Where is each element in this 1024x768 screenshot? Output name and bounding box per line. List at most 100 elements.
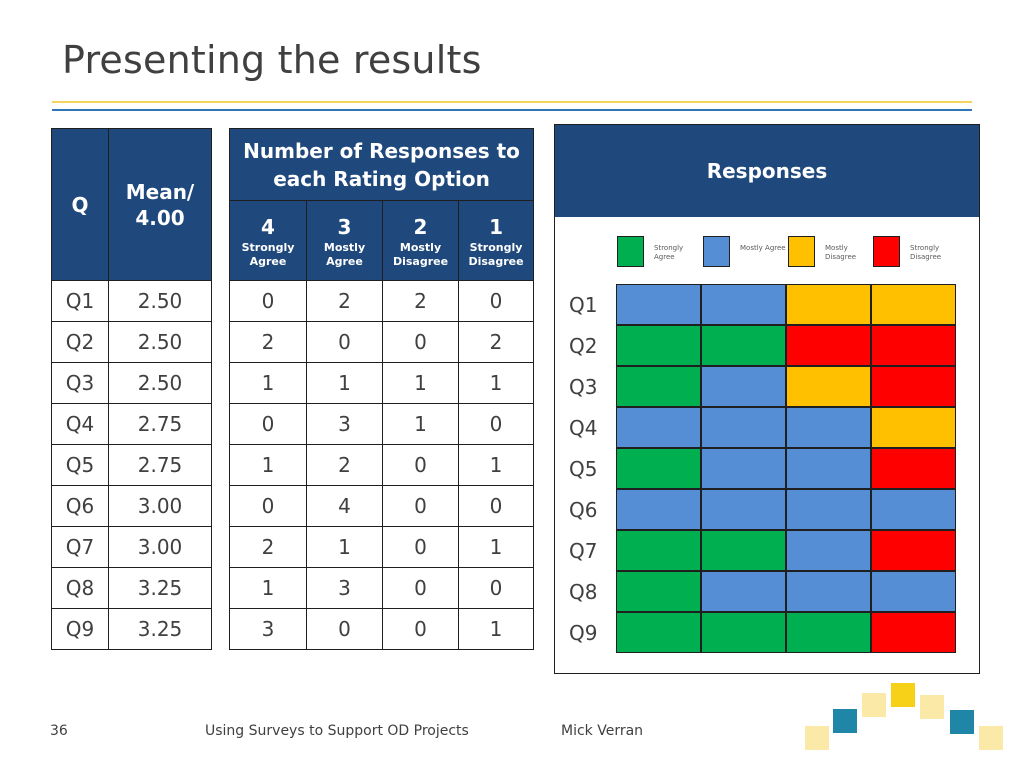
response-cell [701,448,786,489]
response-cell [616,489,701,530]
legend-label: Mostly Agree [740,244,786,252]
response-row-label: Q9 [569,621,598,645]
question-id: Q6 [51,485,109,527]
response-count: 0 [457,485,535,527]
response-cell [701,612,786,653]
response-cell [871,366,956,407]
response-count: 0 [382,485,459,527]
question-id: Q1 [51,280,109,322]
response-count: 0 [229,403,307,445]
title-divider-blue [52,109,972,111]
response-cell [871,407,956,448]
mean-table-body: Q1 2.50 Q2 2.50 Q3 2.50 Q4 2.75 Q5 2.75 Q6 3.00 Q7 3.… [51,280,212,650]
legend-swatch [617,236,644,267]
response-count: 1 [457,362,535,404]
mean-table-row: Q4 2.75 [51,403,212,445]
mean-table-row: Q3 2.50 [51,362,212,404]
page-number: 36 [50,723,68,739]
mean-score: 3.00 [108,485,212,527]
response-count: 1 [229,362,307,404]
response-cell [871,489,956,530]
response-count: 0 [382,567,459,609]
response-count: 1 [457,444,535,486]
response-count: 1 [229,444,307,486]
question-id: Q5 [51,444,109,486]
mean-score: 3.00 [108,526,212,568]
response-cell [786,407,871,448]
rating-label: Strongly Disagree [468,241,524,268]
response-cell [786,489,871,530]
footer-title: Using Surveys to Support OD Projects [205,723,469,739]
legend-swatch [788,236,815,267]
response-count: 0 [382,321,459,363]
deco-square [979,726,1003,750]
deco-square [920,695,944,719]
response-count: 2 [457,321,535,363]
response-count: 0 [382,608,459,650]
response-cell [701,407,786,448]
response-cell [616,571,701,612]
response-cell [701,325,786,366]
question-id: Q8 [51,567,109,609]
response-cell [786,366,871,407]
rating-option-header: 2 Mostly Disagree [382,200,459,281]
response-row-label: Q2 [569,334,598,358]
responses-panel: Responses Strongly Agree Mostly Agree Most… [554,124,980,674]
mean-table-row: Q2 2.50 [51,321,212,363]
response-cell [786,612,871,653]
response-cell [701,571,786,612]
response-cell [701,366,786,407]
legend-label: Strongly Disagree [910,244,942,261]
response-count-table: Number of Responses to each Rating Optio… [228,128,535,650]
response-count: 2 [229,321,307,363]
rating-value: 3 [337,215,352,239]
response-row-label: Q7 [569,539,598,563]
q-column-header: Q [51,128,109,281]
response-count: 1 [306,362,383,404]
response-cell [701,284,786,325]
legend-label: Strongly Agree [654,244,684,261]
rating-value: 1 [489,215,503,239]
response-count: 0 [382,526,459,568]
mean-column-header: Mean/ 4.00 [108,128,212,281]
response-cell [616,284,701,325]
response-cell [616,407,701,448]
mean-score: 2.75 [108,403,212,445]
rating-value: 4 [261,215,275,239]
rating-label: Strongly Agree [241,241,295,268]
mean-score: 2.50 [108,321,212,363]
response-count: 1 [229,567,307,609]
response-count: 2 [306,280,383,322]
legend-label: Mostly Disagree [825,244,857,261]
response-cell [786,571,871,612]
slide-title: Presenting the results [62,38,482,82]
question-id: Q3 [51,362,109,404]
deco-square [833,709,857,733]
response-cell [786,530,871,571]
response-count: 0 [306,608,383,650]
deco-square [862,693,886,717]
deco-square [891,683,915,707]
response-row-label: Q5 [569,457,598,481]
response-count: 0 [382,444,459,486]
response-count: 1 [457,526,535,568]
legend-swatch [873,236,900,267]
mean-score: 3.25 [108,608,212,650]
response-cell [616,325,701,366]
mean-score: 3.25 [108,567,212,609]
response-count: 3 [306,403,383,445]
response-cell [616,530,701,571]
response-row-label: Q4 [569,416,598,440]
response-count: 0 [457,403,535,445]
response-cell [871,448,956,489]
response-count: 1 [306,526,383,568]
title-divider-yellow [52,101,972,103]
response-cell [786,284,871,325]
response-row-label: Q3 [569,375,598,399]
mean-score: 2.75 [108,444,212,486]
